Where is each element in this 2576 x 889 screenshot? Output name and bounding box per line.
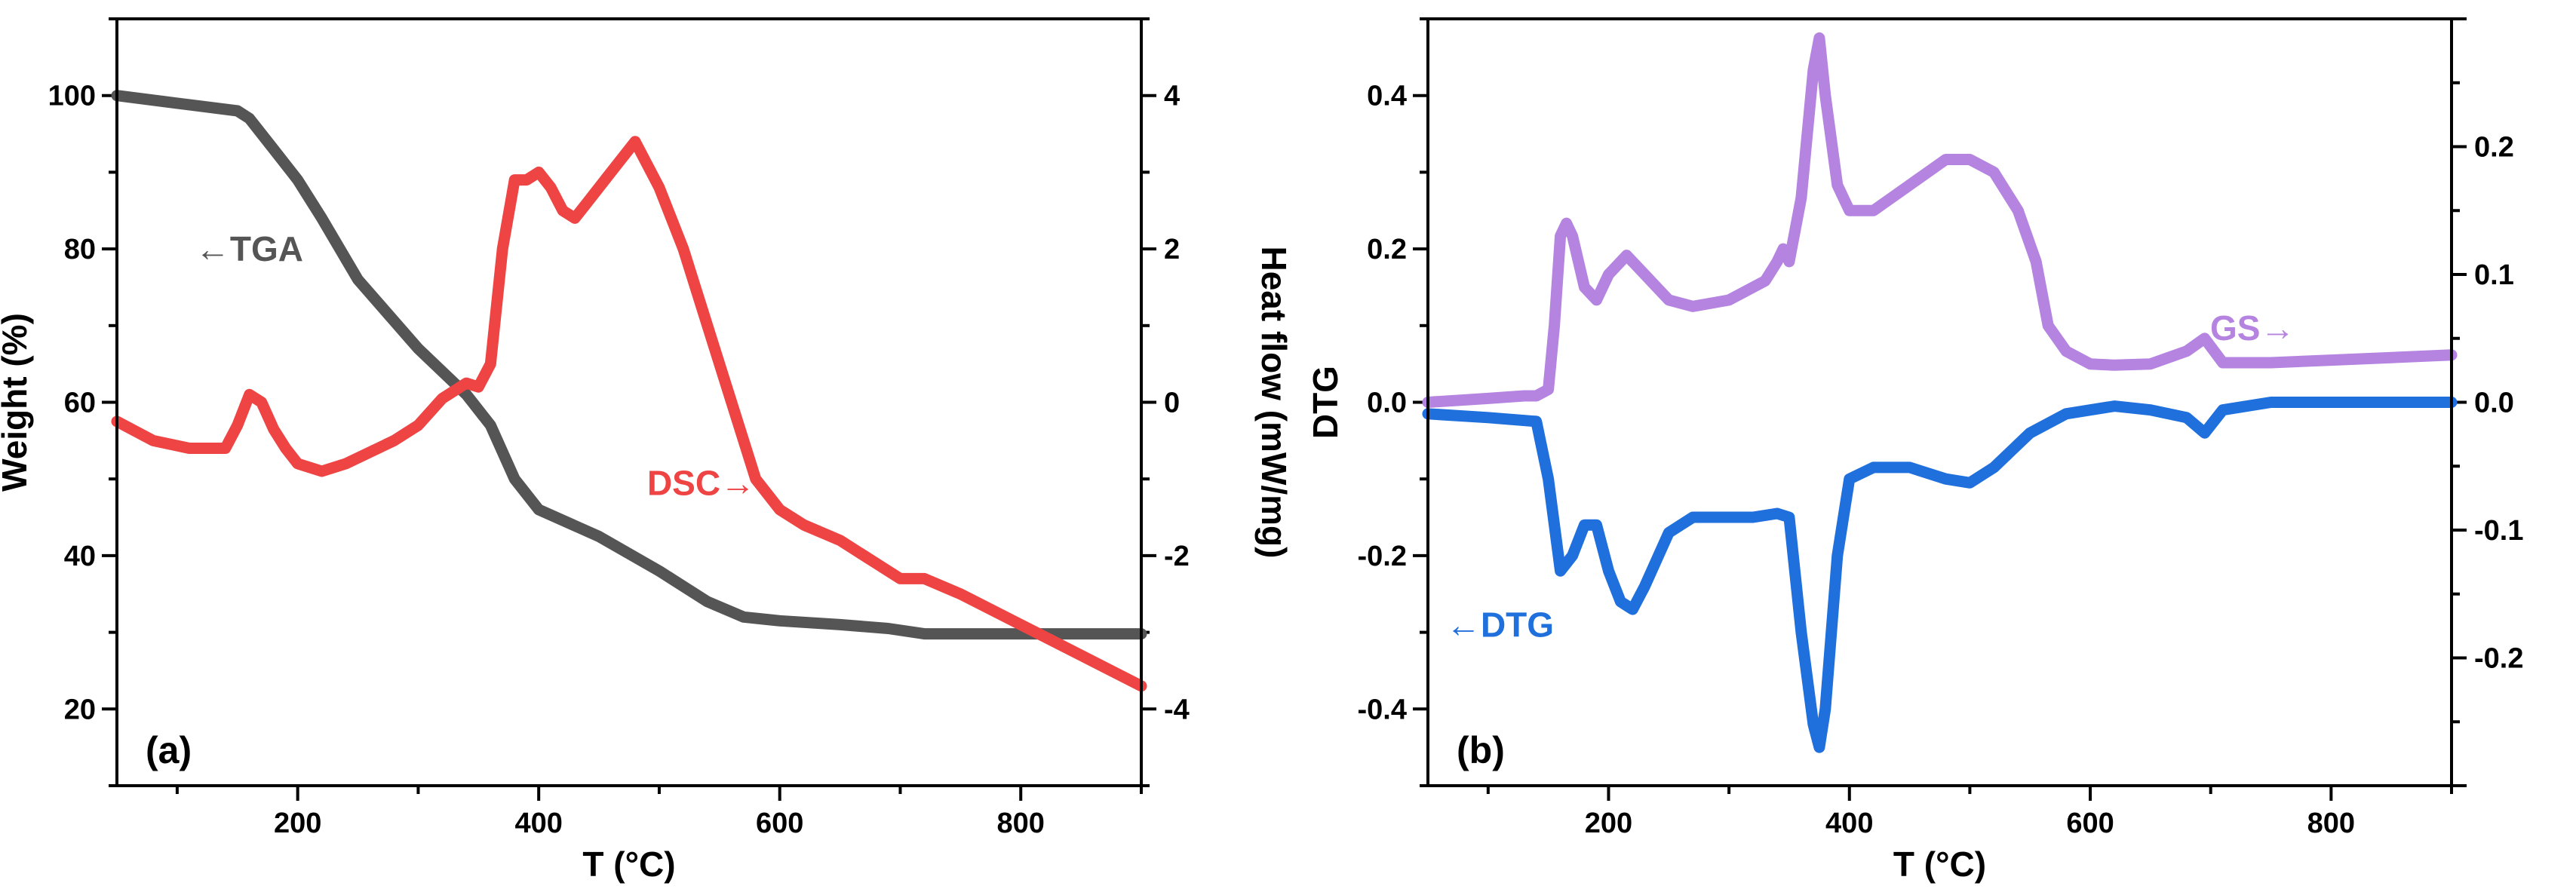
x-tick-label: 600 [2066,808,2114,839]
panel-b-ticks [1413,17,2467,801]
panel-a-y2-axis-title: Heat flow (mW/mg) [1254,247,1294,559]
panel-b-label: (b) [1457,729,1505,771]
panel-b-gs-annotation: GS→ [2210,308,2295,348]
x-tick-label: 400 [1825,808,1873,839]
y-tick-label: 80 [64,234,96,265]
panel-a-y-axis-title: Weight (%) [0,313,34,492]
y2-tick-label: -0.2 [2474,643,2523,675]
y-tick-label: 100 [48,81,96,112]
x-tick-label: 600 [756,808,803,839]
x-tick-label: 200 [1585,808,1632,839]
panel-b-labels: 200 400 600 800 -0.4 -0.2 0.0 0.2 0.4 -0.2 -0.1 0.0… [1358,81,2524,839]
y-tick-label: 0.2 [1367,234,1407,265]
y2-tick-label: 0.1 [2474,259,2514,291]
y-tick-label: -0.4 [1358,694,1407,725]
panel-a-dsc-annotation: DSC→ [647,463,755,502]
series-line-gs [1422,32,2458,408]
x-tick-label: 800 [997,808,1045,839]
series-line-dsc [111,136,1147,692]
x-tick-label: 200 [274,808,321,839]
panel-a-tga-annotation: ←TGA [195,229,303,268]
y2-tick-label: -4 [1164,694,1190,725]
series-line-tga [111,90,1147,640]
y-tick-label: 20 [64,694,96,725]
panel-b-y2-axis-title: GS [2572,377,2576,427]
y2-tick-label: 4 [1164,81,1180,112]
y-tick-label: 60 [64,388,96,419]
panel-b-x-axis-title: T (°C) [1893,845,1986,884]
y2-tick-label: 0.0 [2474,388,2514,419]
panel-a-label: (a) [146,729,192,771]
x-tick-label: 400 [514,808,562,839]
y-tick-label: 0.4 [1367,81,1407,112]
y-tick-label: -0.2 [1358,541,1407,572]
panel-b-dtg-gs: 200 400 600 800 -0.4 -0.2 0.0 0.2 0.4 -0.2 -0.1 0.0… [1306,17,2576,884]
panel-a-labels: 200 400 600 800 20 40 60 80 100 -4 -2 0 2 4 [48,81,1190,839]
panel-a-tga-dsc: 200 400 600 800 20 40 60 80 100 -4 -2 0 2 4 (a) T (°C… [0,17,1294,884]
panel-a-x-axis-title: T (°C) [582,845,675,884]
panel-b-y-axis-title: DTG [1306,366,1345,439]
series-line-dtg [1422,397,2458,753]
y2-tick-label: 0 [1164,388,1180,419]
panel-b-frame [1426,17,2453,787]
y2-tick-label: 2 [1164,234,1180,265]
y2-tick-label: -2 [1164,541,1190,572]
panel-a-series [111,90,1147,692]
y2-tick-label: 0.2 [2474,132,2514,164]
y-tick-label: 0.0 [1367,388,1407,419]
panel-a-frame [115,17,1143,787]
panel-b-dtg-annotation: ←DTG [1446,605,1554,644]
panel-b-series [1422,32,2458,753]
y-tick-label: 40 [64,541,96,572]
x-tick-label: 800 [2307,808,2355,839]
y2-tick-label: -0.1 [2474,515,2523,547]
